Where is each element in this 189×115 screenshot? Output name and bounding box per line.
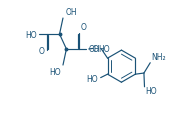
Text: O: O <box>80 22 86 31</box>
Text: NH₂: NH₂ <box>151 53 166 62</box>
Text: OH: OH <box>88 45 100 54</box>
Text: O: O <box>92 45 98 54</box>
Text: HO: HO <box>49 68 61 77</box>
Text: HO: HO <box>86 75 98 84</box>
Text: HO: HO <box>25 30 37 39</box>
Text: O: O <box>39 46 45 55</box>
Text: HO: HO <box>98 45 110 54</box>
Text: HO: HO <box>146 86 157 95</box>
Text: OH: OH <box>65 8 77 17</box>
